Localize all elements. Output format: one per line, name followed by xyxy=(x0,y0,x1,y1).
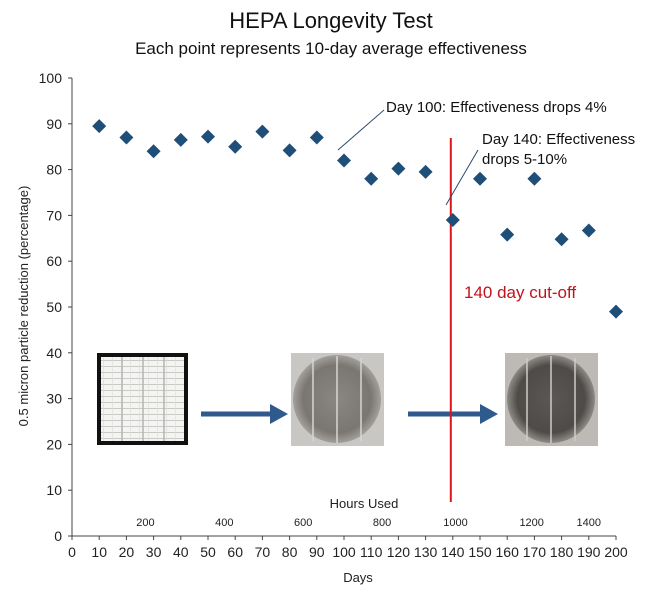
data-point xyxy=(309,130,324,145)
y-tick-label: 60 xyxy=(46,253,62,269)
y-axis-label: 0.5 micron particle reduction (percentag… xyxy=(16,186,31,427)
x-tick-label: 120 xyxy=(387,544,411,560)
x-tick-label: 150 xyxy=(468,544,492,560)
x-tick-label: 100 xyxy=(332,544,356,560)
data-points xyxy=(92,119,623,319)
x-tick-label: 180 xyxy=(550,544,574,560)
x-tick-label: 70 xyxy=(255,544,271,560)
hours-tick-label: 1000 xyxy=(443,517,467,529)
hours-tick-label: 600 xyxy=(294,517,312,529)
x-tick-label: 190 xyxy=(577,544,601,560)
data-point xyxy=(337,153,351,168)
y-tick-label: 90 xyxy=(46,116,62,132)
y-tick-label: 70 xyxy=(46,207,62,223)
hours-tick-labels: 200 400 600 800 1000 1200 1400 xyxy=(136,517,601,529)
progress-arrow-1 xyxy=(201,404,288,424)
annotation-day140-line2: drops 5-10% xyxy=(482,151,567,168)
annotation-day140-line1: Day 140: Effectiveness xyxy=(482,131,635,148)
data-point xyxy=(473,171,487,186)
data-point xyxy=(92,119,107,134)
x-tick-label: 0 xyxy=(68,544,76,560)
x-tick-label: 10 xyxy=(91,544,107,560)
filter-image-dirty xyxy=(505,353,598,446)
y-tick-label: 10 xyxy=(46,482,62,498)
data-point xyxy=(119,130,134,145)
hours-tick-label: 1200 xyxy=(519,517,543,529)
y-tick-label: 40 xyxy=(46,345,62,361)
chart-title: HEPA Longevity Test xyxy=(229,8,432,33)
data-point xyxy=(201,129,215,144)
x-tick-label: 90 xyxy=(309,544,325,560)
data-point xyxy=(418,164,433,179)
data-point xyxy=(173,132,188,147)
x-tick-label: 30 xyxy=(146,544,162,560)
x-tick-label: 140 xyxy=(441,544,465,560)
x-tick-label: 170 xyxy=(523,544,547,560)
data-point xyxy=(228,139,243,154)
y-tick-label: 80 xyxy=(46,162,62,178)
annotation-pointer-day140 xyxy=(445,149,479,206)
data-point xyxy=(445,212,460,227)
y-tick-label: 0 xyxy=(54,528,62,544)
annotation-pointer-day100 xyxy=(337,109,385,151)
hours-tick-label: 200 xyxy=(136,517,154,529)
hours-axis-label: Hours Used xyxy=(330,496,399,511)
x-tick-label: 20 xyxy=(119,544,135,560)
x-axis-label: Days xyxy=(343,570,373,585)
annotation-day100: Day 100: Effectiveness drops 4% xyxy=(386,99,607,116)
x-tick-label: 110 xyxy=(360,544,383,560)
y-tick-label: 30 xyxy=(46,391,62,407)
hours-tick-label: 400 xyxy=(215,517,233,529)
data-point xyxy=(282,143,297,158)
progress-arrow-2 xyxy=(408,404,498,424)
data-point xyxy=(609,304,623,319)
y-tick-label: 100 xyxy=(39,70,63,86)
x-tick-label: 160 xyxy=(496,544,520,560)
filter-image-used xyxy=(291,353,384,446)
hours-tick-label: 1400 xyxy=(577,517,601,529)
y-tick-label: 20 xyxy=(46,436,62,452)
data-point xyxy=(527,171,542,186)
x-tick-label: 50 xyxy=(200,544,216,560)
x-tick-label: 60 xyxy=(227,544,243,560)
cutoff-label: 140 day cut-off xyxy=(464,283,576,302)
data-point xyxy=(500,227,515,242)
x-tick-label: 80 xyxy=(282,544,298,560)
filter-image-new xyxy=(97,353,188,445)
data-point xyxy=(364,171,379,186)
x-tick-label: 130 xyxy=(414,544,438,560)
data-point xyxy=(554,232,569,247)
hours-tick-label: 800 xyxy=(373,517,391,529)
y-tick-labels: 0 10 20 30 40 50 60 70 80 90 100 xyxy=(39,70,72,544)
x-tick-labels: 0 10 20 30 40 50 60 70 80 90 100 110 120 130 140 150 160… xyxy=(68,536,628,560)
data-point xyxy=(255,124,270,139)
data-point xyxy=(581,223,596,238)
chart-subtitle: Each point represents 10-day average eff… xyxy=(135,39,527,58)
x-tick-label: 200 xyxy=(604,544,628,560)
data-point xyxy=(146,144,161,159)
x-tick-label: 40 xyxy=(173,544,189,560)
data-point xyxy=(391,161,406,176)
y-tick-label: 50 xyxy=(46,299,62,315)
